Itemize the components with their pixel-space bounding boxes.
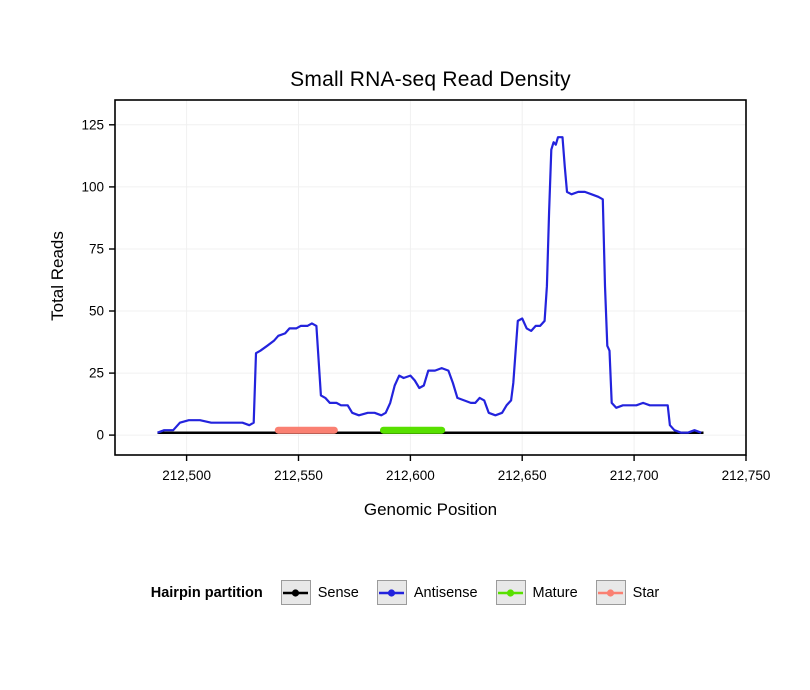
legend-label-antisense: Antisense	[413, 584, 478, 601]
legend-glyph-mature-icon	[498, 588, 524, 597]
chart-title: Small RNA-seq Read Density	[290, 68, 571, 91]
x-tick-label: 212,600	[386, 468, 435, 483]
legend-label-mature: Mature	[532, 584, 578, 601]
x-tick-label: 212,700	[610, 468, 659, 483]
legend-label-star: Star	[632, 584, 660, 601]
legend: Hairpin partition Sense Antisense Mature St…	[0, 580, 810, 605]
legend-key-mature	[495, 580, 526, 605]
legend-key-antisense	[376, 580, 407, 605]
series-antisense	[157, 136, 702, 434]
legend-glyph-antisense-icon	[379, 588, 405, 597]
legend-item-antisense: Antisense	[376, 580, 478, 605]
legend-glyph-star-icon	[598, 588, 624, 597]
legend-item-sense: Sense	[280, 580, 359, 605]
x-axis-label: Genomic Position	[363, 500, 498, 519]
plot-border	[114, 99, 747, 456]
legend-item-mature: Mature	[495, 580, 578, 605]
x-tick-label: 212,500	[162, 468, 211, 483]
x-tick-label: 212,750	[722, 468, 771, 483]
y-tick-label: 75	[89, 242, 104, 257]
y-tick-label: 100	[81, 179, 104, 194]
legend-label-sense: Sense	[317, 584, 359, 601]
legend-item-star: Star	[595, 580, 660, 605]
y-tick-label: 25	[89, 366, 104, 381]
legend-title: Hairpin partition	[150, 584, 263, 601]
y-tick-label: 50	[89, 304, 104, 319]
legend-glyph-sense-icon	[283, 588, 309, 597]
y-tick-label: 0	[96, 428, 104, 443]
legend-key-star	[595, 580, 626, 605]
y-tick-label: 125	[81, 117, 104, 132]
x-tick-label: 212,550	[274, 468, 323, 483]
x-tick-label: 212,650	[498, 468, 547, 483]
legend-key-sense	[280, 580, 311, 605]
